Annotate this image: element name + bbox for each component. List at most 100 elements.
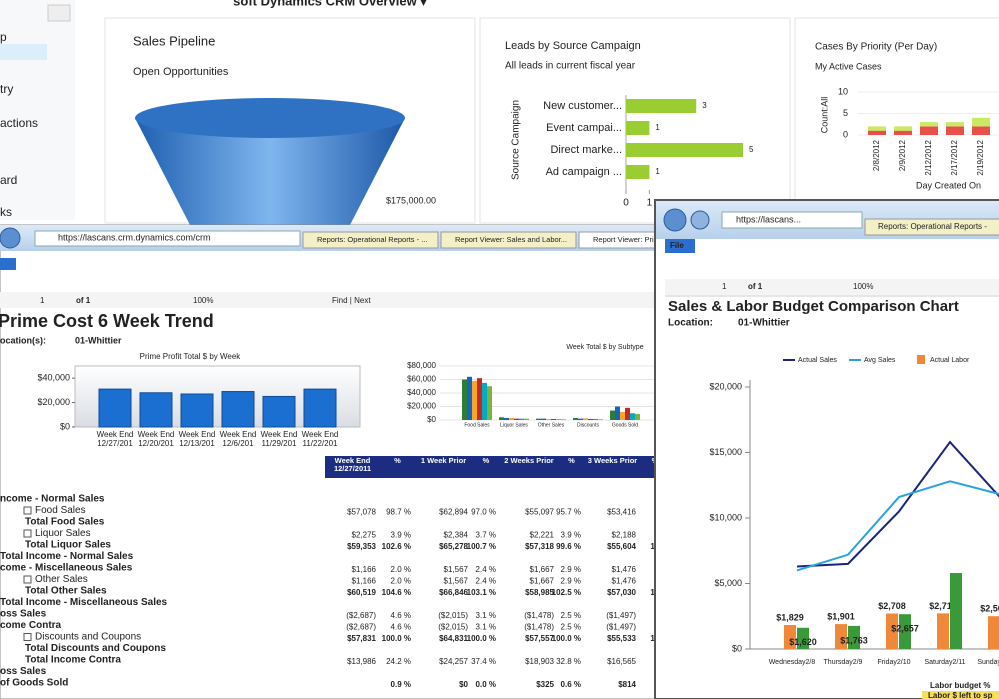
bar-segment bbox=[868, 130, 886, 135]
bar bbox=[784, 625, 796, 649]
back-button[interactable] bbox=[663, 208, 687, 232]
table-cell: 99.6 % bbox=[556, 542, 581, 551]
value-label: 3 bbox=[702, 101, 707, 110]
row-label: ncome - Normal Sales bbox=[0, 494, 105, 505]
column-header-box: % bbox=[483, 457, 490, 465]
leads-panel bbox=[479, 17, 791, 224]
legend-swatch bbox=[917, 355, 925, 364]
y-tick-label: $60,000 bbox=[407, 375, 436, 384]
x-tick-label: 1 bbox=[647, 198, 653, 209]
bar bbox=[626, 121, 650, 135]
table-cell: 2.0 % bbox=[391, 565, 411, 574]
bar bbox=[615, 406, 620, 420]
table-header bbox=[325, 456, 665, 478]
table-cell: $62,894 bbox=[439, 508, 468, 517]
table-cell: $57,318 bbox=[525, 542, 554, 551]
bar-segment bbox=[972, 126, 990, 135]
nav-item: ks bbox=[0, 205, 12, 219]
value-label: 1 bbox=[655, 167, 660, 176]
tab-label: Report Viewer: Prime C bbox=[593, 235, 672, 244]
category-label: Event campai... bbox=[546, 122, 622, 134]
file-button[interactable] bbox=[665, 239, 695, 253]
table-cell: $1,476 bbox=[612, 577, 637, 586]
bar bbox=[221, 391, 255, 428]
bar bbox=[593, 418, 598, 420]
bar bbox=[630, 413, 635, 420]
footer-label: Labor budget % bbox=[930, 681, 990, 690]
bar bbox=[262, 395, 296, 428]
y-tick-label: $40,000 bbox=[407, 388, 436, 397]
x-tick-label-box: Week End 12/13/201 bbox=[179, 430, 216, 448]
bar bbox=[519, 418, 524, 420]
bar bbox=[514, 418, 519, 420]
bar-segment bbox=[868, 126, 886, 131]
column-header: 1 Week Prior bbox=[420, 457, 467, 465]
table-cell: $2,384 bbox=[444, 531, 469, 540]
table-cell: $58,985 bbox=[525, 588, 554, 597]
nav-item: p bbox=[0, 30, 7, 44]
forward-button[interactable] bbox=[690, 210, 710, 230]
menu-label: File bbox=[670, 241, 684, 250]
table-cell: 100.7 % bbox=[467, 542, 496, 551]
tab[interactable] bbox=[864, 218, 999, 236]
left-window: https://lascans.crm.dynamics.com/crm Repo… bbox=[0, 224, 715, 699]
category-label: New customer... bbox=[543, 100, 622, 112]
expand-toggle[interactable] bbox=[23, 506, 32, 515]
bar bbox=[504, 417, 509, 420]
x-tick-label: Sunday2/12 bbox=[977, 659, 999, 666]
table-cell: $57,030 bbox=[607, 588, 636, 597]
y-tick-label: $15,000 bbox=[709, 447, 742, 457]
bar bbox=[551, 418, 556, 420]
category-label: Ad campaign ... bbox=[546, 166, 622, 178]
y-tick-label: 5 bbox=[843, 108, 848, 118]
row-label: Other Sales bbox=[35, 574, 88, 585]
location: 01-Whittier bbox=[75, 335, 122, 345]
bar-segment bbox=[920, 122, 938, 127]
nav-button[interactable] bbox=[47, 4, 71, 22]
back-button[interactable] bbox=[0, 227, 21, 249]
chart-title: Prime Profit Total $ by Week bbox=[140, 352, 242, 361]
x-tick-label: 2/9/2012 bbox=[898, 139, 907, 171]
axis-label: Count:All bbox=[819, 97, 829, 134]
address-bar[interactable] bbox=[721, 211, 863, 229]
tab[interactable] bbox=[440, 231, 577, 249]
bar bbox=[937, 613, 949, 649]
tab[interactable] bbox=[302, 231, 439, 249]
bar-segment bbox=[972, 117, 990, 127]
table-cell: ($2,015) bbox=[438, 611, 468, 620]
file-button[interactable] bbox=[0, 258, 16, 270]
value-label: $1,901 bbox=[827, 611, 855, 621]
table-cell: $55,533 bbox=[607, 634, 636, 643]
x-tick-label: Week End 12/27/201 bbox=[96, 430, 134, 448]
funnel bbox=[135, 118, 405, 225]
expand-toggle[interactable] bbox=[23, 529, 32, 538]
location-label: ocation(s): bbox=[0, 335, 46, 345]
x-tick-label: 0 bbox=[623, 198, 629, 209]
table-cell: 37.4 % bbox=[471, 657, 496, 666]
table-cell: $0 bbox=[459, 680, 468, 689]
expand-toggle[interactable] bbox=[23, 575, 32, 584]
bar bbox=[626, 165, 650, 179]
expand-toggle[interactable] bbox=[23, 633, 32, 641]
table-cell: $24,257 bbox=[439, 657, 468, 666]
column-header-box: % bbox=[568, 457, 575, 465]
value-label: $1,620 bbox=[789, 637, 817, 647]
table-cell: $1,476 bbox=[612, 565, 637, 574]
table-cell: ($1,497) bbox=[606, 611, 636, 620]
bar bbox=[950, 573, 962, 649]
value-label: 1 bbox=[655, 123, 660, 132]
funnel-top bbox=[135, 98, 405, 138]
column-header-box: 3 Weeks Prior bbox=[588, 457, 637, 465]
row-label: Total Liquor Sales bbox=[25, 540, 111, 551]
address-bar[interactable] bbox=[34, 230, 301, 247]
table-cell: 100.0 % bbox=[552, 634, 581, 643]
bar bbox=[573, 417, 578, 420]
table-cell: ($2,015) bbox=[438, 623, 468, 632]
y-tick-label: $0 bbox=[732, 643, 742, 653]
table-cell: $1,166 bbox=[352, 565, 377, 574]
tab-label: Reports: Operational Reports - bbox=[878, 222, 987, 231]
table-cell: 102.5 % bbox=[552, 588, 581, 597]
row-label: Discounts and Coupons bbox=[35, 632, 141, 643]
panel-subtitle: All leads in current fiscal year bbox=[505, 61, 636, 72]
table-cell: 3.7 % bbox=[476, 531, 496, 540]
